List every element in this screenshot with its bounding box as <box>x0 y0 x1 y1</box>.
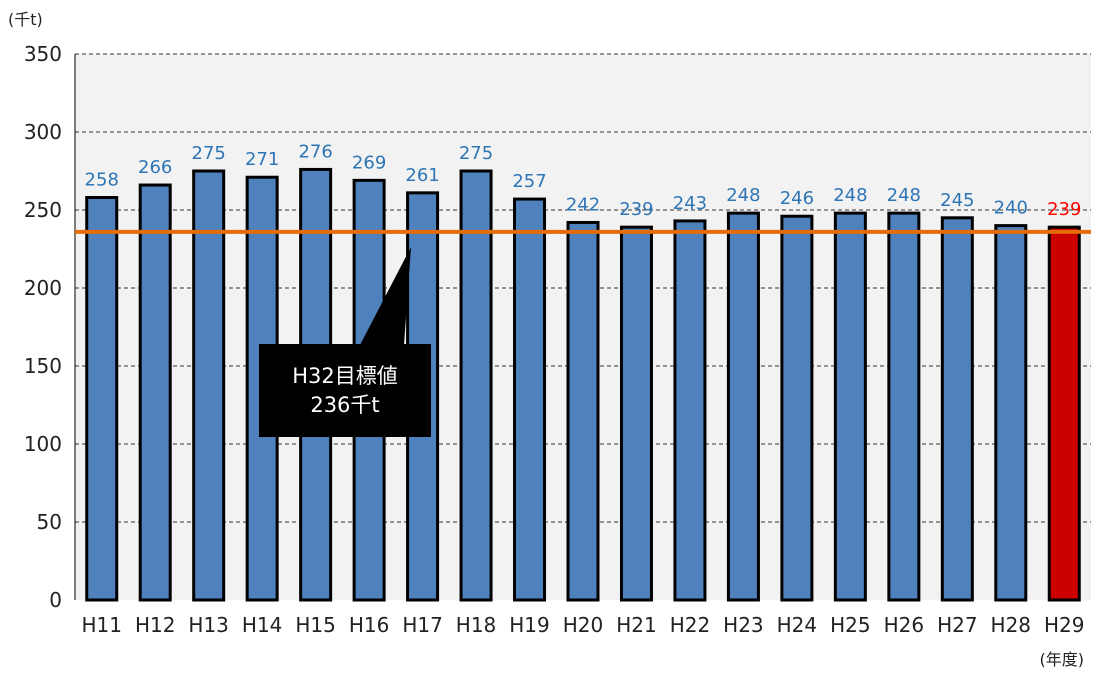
bar <box>887 211 921 602</box>
bar <box>138 183 172 602</box>
bar <box>459 169 493 602</box>
callout-box <box>259 344 431 437</box>
bar <box>994 224 1028 602</box>
y-tick-label: 350 <box>24 42 62 66</box>
x-tick-label: H24 <box>777 613 818 637</box>
bar <box>192 169 226 602</box>
data-label: 240 <box>994 198 1028 219</box>
x-tick-label: H17 <box>402 613 443 637</box>
target-callout: H32目標値 236千t <box>259 247 431 437</box>
data-label: 258 <box>85 170 119 191</box>
y-tick-label: 0 <box>49 588 62 612</box>
data-label: 242 <box>566 194 600 215</box>
x-tick-label: H14 <box>242 613 283 637</box>
data-label: 257 <box>512 171 546 192</box>
data-label: 243 <box>673 193 707 214</box>
bar <box>566 220 600 602</box>
data-label: 271 <box>245 149 279 170</box>
data-label: 246 <box>780 188 814 209</box>
bar <box>1047 225 1081 602</box>
y-tick-label: 250 <box>24 198 62 222</box>
data-label: 248 <box>887 185 921 206</box>
callout-line2: 236千t <box>310 393 379 417</box>
bar <box>780 214 814 602</box>
y-tick-label: 150 <box>24 354 62 378</box>
y-tick-label: 100 <box>24 432 62 456</box>
x-tick-label: H16 <box>349 613 390 637</box>
data-label: 239 <box>619 199 653 220</box>
x-tick-label: H21 <box>616 613 657 637</box>
bar <box>85 196 119 602</box>
x-tick-label: H11 <box>81 613 122 637</box>
y-axis-unit: (千t) <box>8 10 43 29</box>
x-tick-label: H18 <box>456 613 497 637</box>
bars <box>85 167 1081 602</box>
x-axis-unit: (年度) <box>1040 650 1085 669</box>
bar <box>673 219 707 602</box>
x-tick-label: H20 <box>563 613 604 637</box>
bar <box>726 211 760 602</box>
data-label: 245 <box>940 190 974 211</box>
x-tick-label: H12 <box>135 613 176 637</box>
bar <box>940 216 974 602</box>
callout-pointer <box>360 247 411 345</box>
y-tick-label: 300 <box>24 120 62 144</box>
x-tick-label: H22 <box>670 613 711 637</box>
x-tick-label: H29 <box>1044 613 1085 637</box>
data-label: 266 <box>138 157 172 178</box>
y-tick-label: 50 <box>37 510 62 534</box>
x-tick-label: H15 <box>295 613 336 637</box>
data-label: 248 <box>833 185 867 206</box>
bar <box>513 197 547 602</box>
x-tick-label: H27 <box>937 613 978 637</box>
bar <box>619 225 653 602</box>
x-tick-label: H19 <box>509 613 550 637</box>
x-tick-label: H26 <box>884 613 925 637</box>
y-tick-label: 200 <box>24 276 62 300</box>
y-axis-ticks: 0 50 100 150 200 250 300 350 <box>24 42 62 612</box>
x-tick-label: H28 <box>991 613 1032 637</box>
x-tick-label: H13 <box>188 613 229 637</box>
x-tick-label: H23 <box>723 613 764 637</box>
x-tick-label: H25 <box>830 613 871 637</box>
data-label: 261 <box>405 165 439 186</box>
data-label: 276 <box>298 141 332 162</box>
data-label: 275 <box>192 143 226 164</box>
data-labels: 258 266 275 271 276 269 261 275 257 242 239 243 248 2… <box>85 141 1082 220</box>
data-label: 248 <box>726 185 760 206</box>
data-label: 239 <box>1047 199 1081 220</box>
x-axis-ticks: H11 H12 H13 H14 H15 H16 H17 H18 H19 H20 H21 H22 H23 H… <box>81 613 1084 637</box>
data-label: 269 <box>352 152 386 173</box>
bar <box>833 211 867 602</box>
data-label: 275 <box>459 143 493 164</box>
callout-line1: H32目標値 <box>292 364 398 388</box>
